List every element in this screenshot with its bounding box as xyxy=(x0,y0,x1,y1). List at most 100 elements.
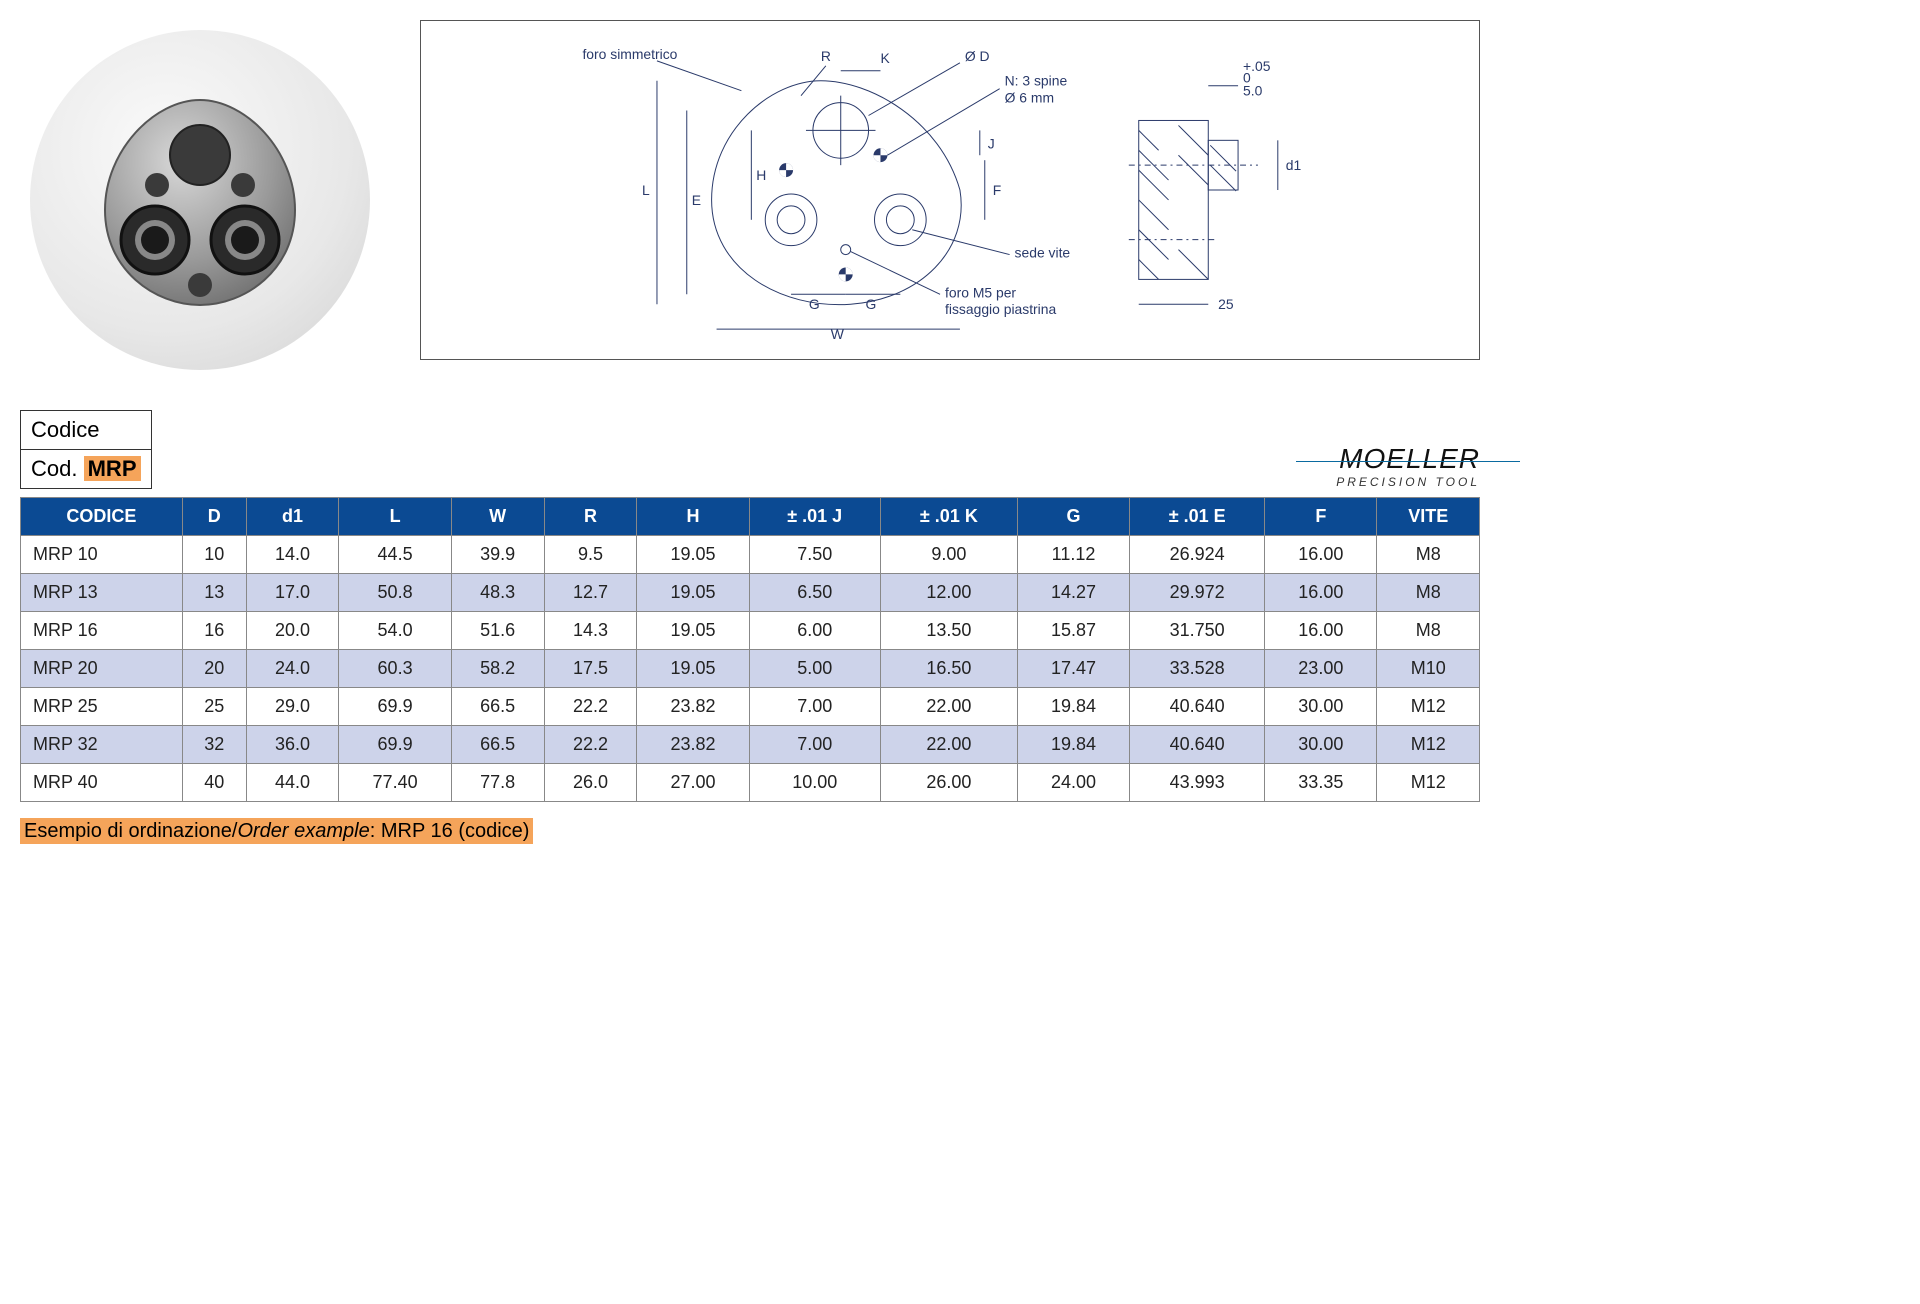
table-header: VITE xyxy=(1377,498,1480,536)
label-H: H xyxy=(756,167,766,183)
table-cell: 44.5 xyxy=(339,536,451,574)
table-header: ± .01 J xyxy=(749,498,880,536)
table-cell: 22.00 xyxy=(880,688,1017,726)
table-cell: 7.50 xyxy=(749,536,880,574)
table-cell: 23.82 xyxy=(637,726,749,764)
table-cell: 14.3 xyxy=(544,612,637,650)
table-cell: 23.00 xyxy=(1265,650,1377,688)
label-d1: d1 xyxy=(1286,157,1302,173)
table-cell: 27.00 xyxy=(637,764,749,802)
table-cell: 31.750 xyxy=(1130,612,1265,650)
table-cell: 10 xyxy=(182,536,246,574)
table-cell: 6.50 xyxy=(749,574,880,612)
codice-box: Codice Cod. MRP xyxy=(20,410,152,489)
table-cell: 33.528 xyxy=(1130,650,1265,688)
label-side-top: 5.0 xyxy=(1243,83,1263,99)
table-cell: M12 xyxy=(1377,688,1480,726)
table-cell: M8 xyxy=(1377,574,1480,612)
table-cell: 19.84 xyxy=(1017,688,1129,726)
table-cell: 20.0 xyxy=(246,612,339,650)
table-cell: 22.00 xyxy=(880,726,1017,764)
table-row: MRP 323236.069.966.522.223.827.0022.0019… xyxy=(21,726,1480,764)
table-cell: 24.0 xyxy=(246,650,339,688)
dimensions-table: CODICEDd1LWRH± .01 J± .01 KG± .01 EFVITE… xyxy=(20,497,1480,802)
table-row: MRP 131317.050.848.312.719.056.5012.0014… xyxy=(21,574,1480,612)
table-cell: 22.2 xyxy=(544,688,637,726)
table-cell: 9.00 xyxy=(880,536,1017,574)
label-W: W xyxy=(831,326,845,339)
label-spine-diam: Ø 6 mm xyxy=(1005,90,1054,106)
table-cell: 16.50 xyxy=(880,650,1017,688)
table-cell: 12.00 xyxy=(880,574,1017,612)
table-cell: 14.27 xyxy=(1017,574,1129,612)
table-cell: 11.12 xyxy=(1017,536,1129,574)
table-cell: 44.0 xyxy=(246,764,339,802)
table-cell: 12.7 xyxy=(544,574,637,612)
table-cell: 54.0 xyxy=(339,612,451,650)
table-row: MRP 252529.069.966.522.223.827.0022.0019… xyxy=(21,688,1480,726)
table-cell: 24.00 xyxy=(1017,764,1129,802)
table-cell: 13.50 xyxy=(880,612,1017,650)
table-cell: MRP 32 xyxy=(21,726,183,764)
table-cell: MRP 13 xyxy=(21,574,183,612)
table-cell: 20 xyxy=(182,650,246,688)
table-cell: 19.05 xyxy=(637,650,749,688)
label-R: R xyxy=(821,48,831,64)
table-cell: 22.2 xyxy=(544,726,637,764)
table-cell: 29.972 xyxy=(1130,574,1265,612)
table-cell: MRP 20 xyxy=(21,650,183,688)
table-cell: 29.0 xyxy=(246,688,339,726)
table-cell: 66.5 xyxy=(451,726,544,764)
table-cell: 16.00 xyxy=(1265,574,1377,612)
table-row: MRP 101014.044.539.99.519.057.509.0011.1… xyxy=(21,536,1480,574)
retainer-plate-icon xyxy=(95,90,305,310)
table-cell: 77.40 xyxy=(339,764,451,802)
table-cell: 40 xyxy=(182,764,246,802)
table-cell: M10 xyxy=(1377,650,1480,688)
table-cell: 26.00 xyxy=(880,764,1017,802)
table-cell: 66.5 xyxy=(451,688,544,726)
table-cell: 9.5 xyxy=(544,536,637,574)
table-cell: 10.00 xyxy=(749,764,880,802)
table-cell: MRP 16 xyxy=(21,612,183,650)
table-header: R xyxy=(544,498,637,536)
table-header: D xyxy=(182,498,246,536)
table-cell: 60.3 xyxy=(339,650,451,688)
label-E: E xyxy=(692,192,701,208)
table-cell: 33.35 xyxy=(1265,764,1377,802)
table-row: MRP 202024.060.358.217.519.055.0016.5017… xyxy=(21,650,1480,688)
table-cell: MRP 10 xyxy=(21,536,183,574)
label-sede-vite: sede vite xyxy=(1015,245,1071,261)
table-cell: M8 xyxy=(1377,612,1480,650)
table-cell: M12 xyxy=(1377,726,1480,764)
table-cell: 48.3 xyxy=(451,574,544,612)
table-cell: 50.8 xyxy=(339,574,451,612)
table-cell: 26.924 xyxy=(1130,536,1265,574)
table-cell: MRP 40 xyxy=(21,764,183,802)
label-F: F xyxy=(993,182,1002,198)
table-cell: 5.00 xyxy=(749,650,880,688)
table-header: ± .01 K xyxy=(880,498,1017,536)
table-cell: 39.9 xyxy=(451,536,544,574)
codice-value: Cod. MRP xyxy=(21,450,151,488)
table-header: W xyxy=(451,498,544,536)
label-foro-m5-2: fissaggio piastrina xyxy=(945,301,1056,317)
table-cell: 30.00 xyxy=(1265,688,1377,726)
table-cell: 77.8 xyxy=(451,764,544,802)
table-cell: 25 xyxy=(182,688,246,726)
label-spine: N: 3 spine xyxy=(1005,73,1068,89)
table-cell: 19.84 xyxy=(1017,726,1129,764)
table-cell: 30.00 xyxy=(1265,726,1377,764)
table-cell: 15.87 xyxy=(1017,612,1129,650)
label-diam-D: Ø D xyxy=(965,48,990,64)
table-cell: M12 xyxy=(1377,764,1480,802)
table-cell: 43.993 xyxy=(1130,764,1265,802)
table-header: ± .01 E xyxy=(1130,498,1265,536)
table-header: CODICE xyxy=(21,498,183,536)
order-example: Esempio di ordinazione/Order example: MR… xyxy=(20,820,1480,843)
table-cell: 58.2 xyxy=(451,650,544,688)
label-foro-simmetrico: foro simmetrico xyxy=(582,46,677,62)
table-row: MRP 161620.054.051.614.319.056.0013.5015… xyxy=(21,612,1480,650)
table-header: L xyxy=(339,498,451,536)
table-cell: 17.5 xyxy=(544,650,637,688)
